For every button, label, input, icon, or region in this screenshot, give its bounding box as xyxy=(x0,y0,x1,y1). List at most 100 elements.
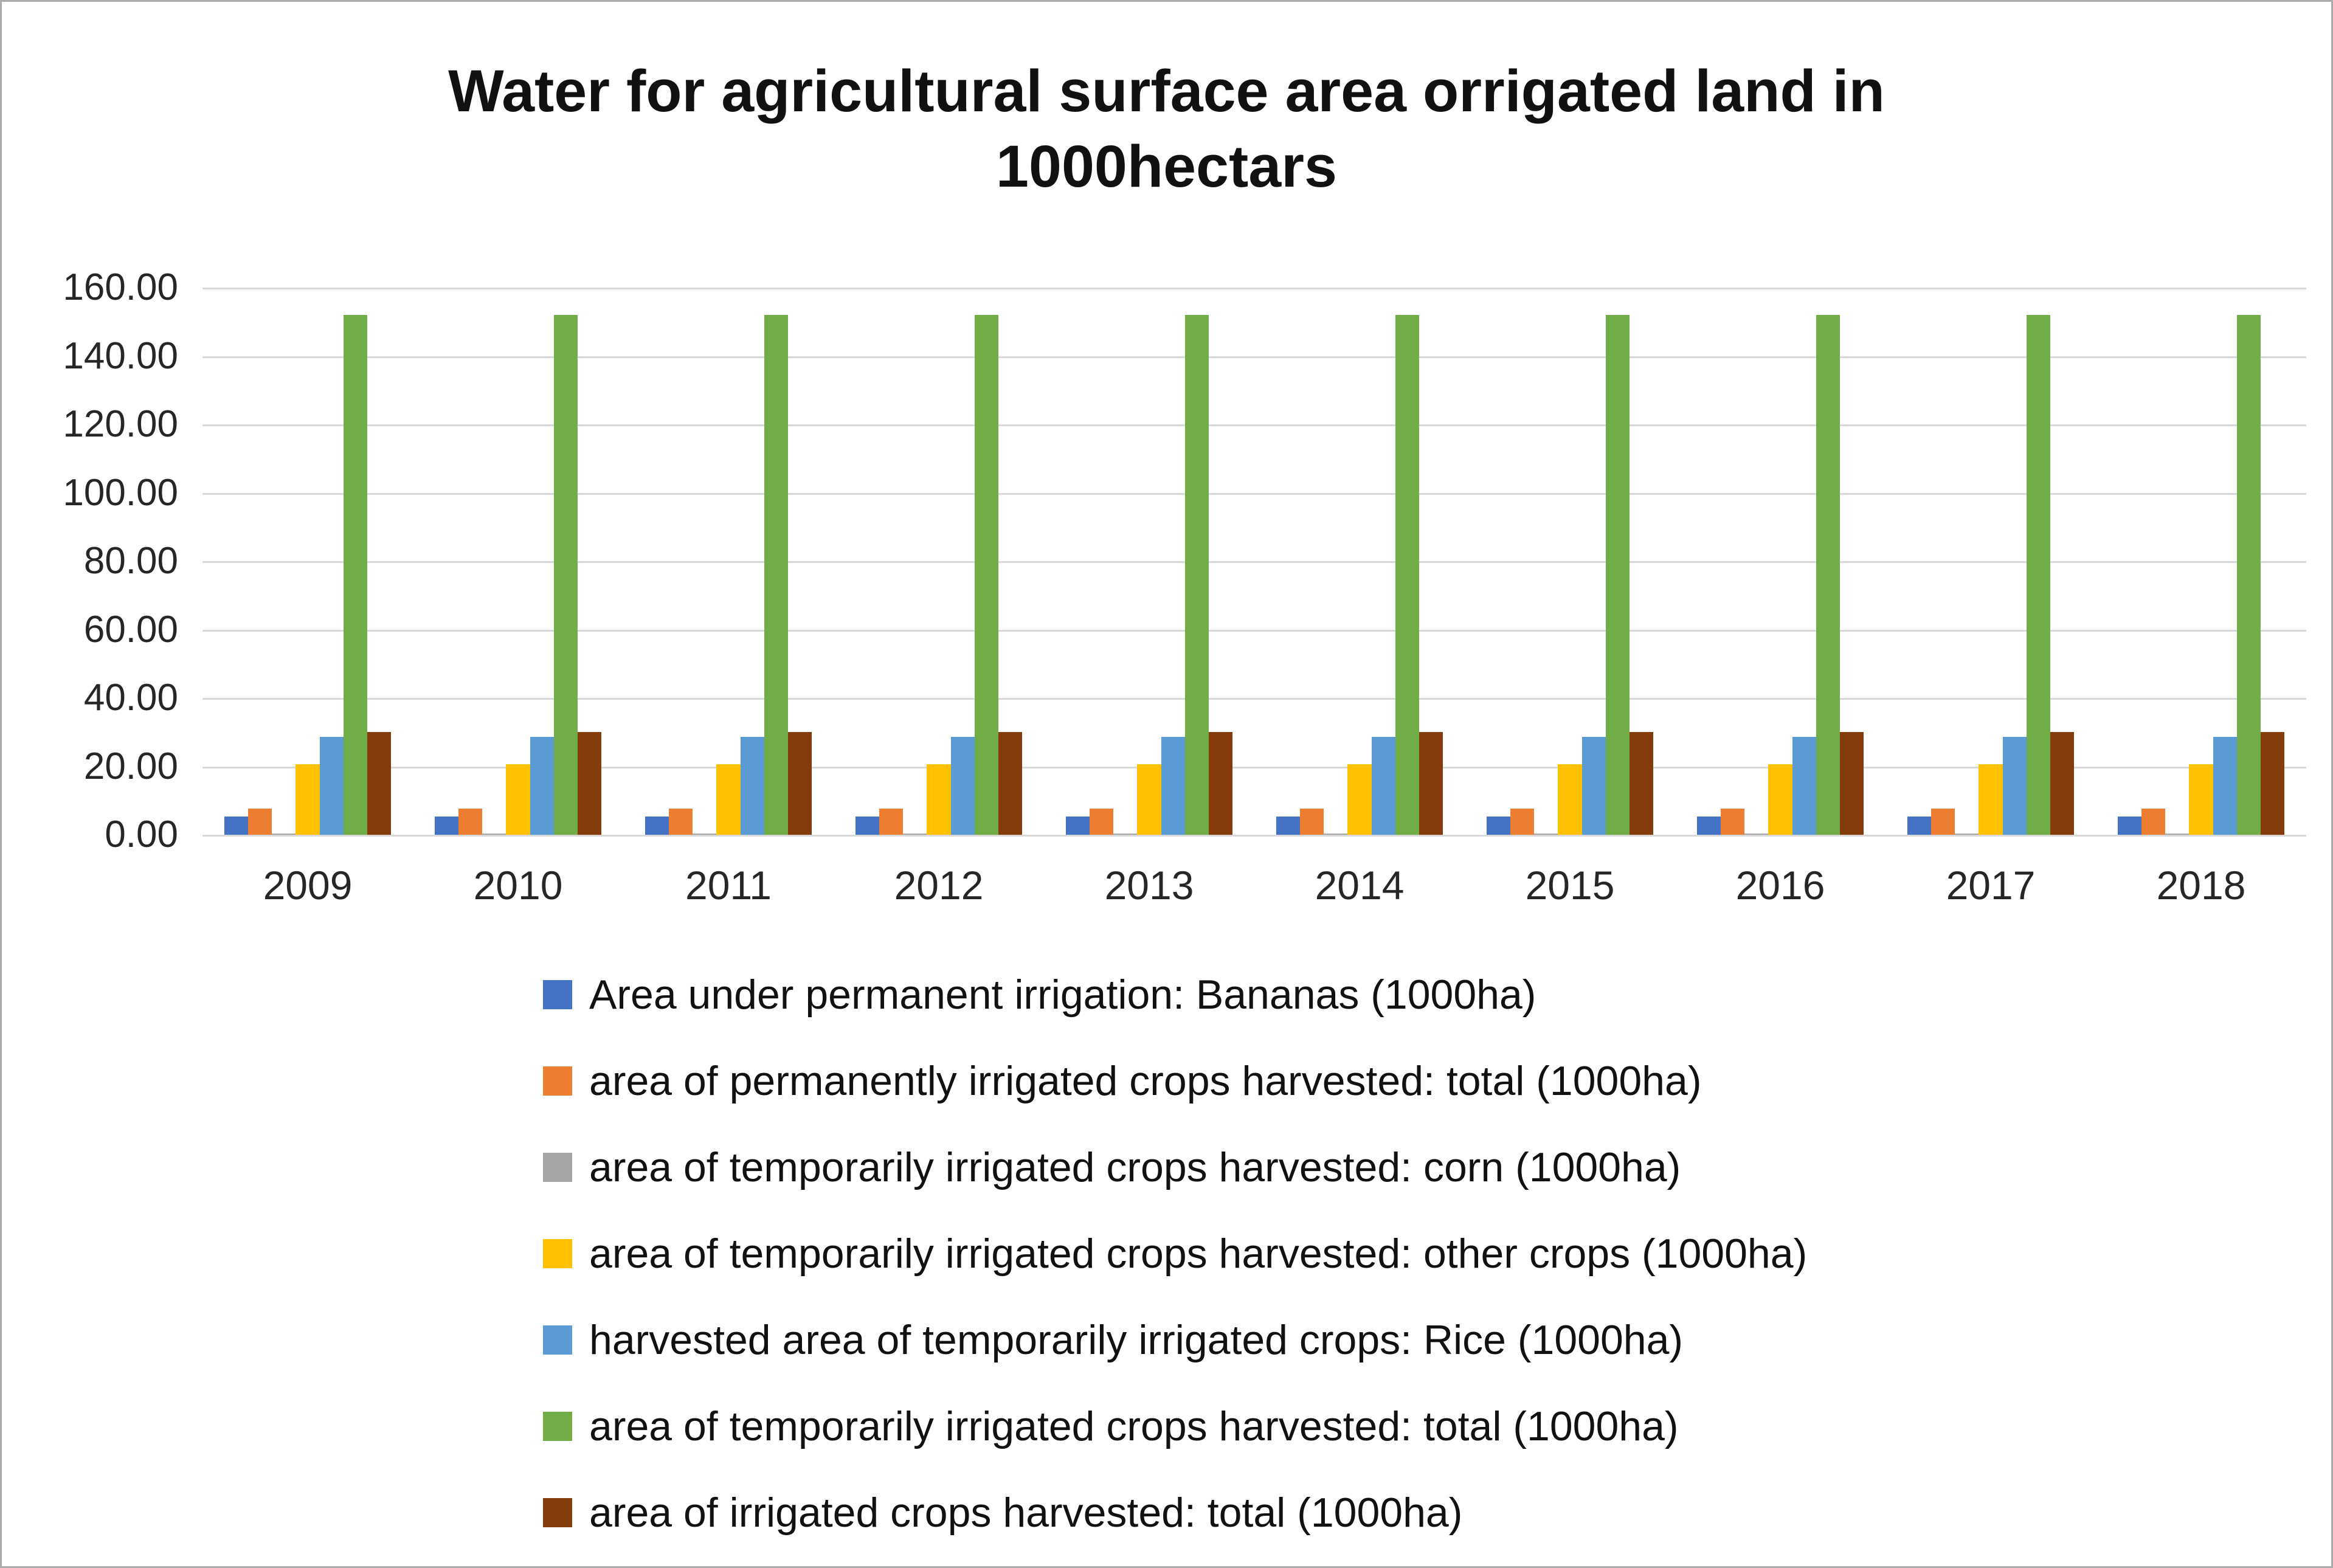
bar xyxy=(1744,833,1769,835)
bar xyxy=(1371,737,1395,835)
bar xyxy=(1395,315,1419,835)
y-tick-label: 0.00 xyxy=(105,813,178,855)
bar xyxy=(1581,737,1606,835)
bar xyxy=(1090,809,1114,835)
bar xyxy=(2050,732,2074,835)
bar-group-2018 xyxy=(2096,288,2306,835)
bar xyxy=(1955,833,1979,835)
x-axis-labels: 2009 2010 2011 2012 2013 2014 2015 2016 2017 2018 xyxy=(202,862,2306,908)
y-tick-label: 40.00 xyxy=(83,677,178,719)
y-tick-label: 20.00 xyxy=(83,745,178,787)
y-tick-label: 100.00 xyxy=(63,471,178,514)
chart-title-text: Water for agricultural surface area orri… xyxy=(448,58,1885,200)
gridline xyxy=(202,835,2306,837)
bar xyxy=(998,732,1022,835)
legend-item: harvested area of temporarily irrigated … xyxy=(543,1317,1807,1363)
x-tick-label: 2018 xyxy=(2156,863,2246,908)
bar-group-2012 xyxy=(834,288,1044,835)
bar xyxy=(2165,833,2190,835)
bar xyxy=(1300,809,1324,835)
bar xyxy=(1629,732,1653,835)
bar xyxy=(950,737,975,835)
y-tick-label: 160.00 xyxy=(63,266,178,308)
bar xyxy=(1534,833,1558,835)
bar xyxy=(577,732,601,835)
y-tick-label: 80.00 xyxy=(83,540,178,582)
bar xyxy=(2141,809,2166,835)
x-tick-label: 2016 xyxy=(1735,863,1825,908)
gridline xyxy=(202,698,2306,700)
bar xyxy=(1697,816,1721,835)
legend-swatch xyxy=(543,1325,572,1355)
chart-title: Water for agricultural surface area orri… xyxy=(2,54,2331,204)
bar xyxy=(1721,809,1745,835)
legend-label: area of temporarily irrigated crops harv… xyxy=(589,1144,1681,1190)
bars xyxy=(202,288,2306,835)
bar xyxy=(1816,315,1840,835)
bar xyxy=(343,315,367,835)
bar xyxy=(2236,315,2261,835)
legend-item: area of irrigated crops harvested: total… xyxy=(543,1490,1807,1536)
bar xyxy=(506,764,530,835)
gridline xyxy=(202,492,2306,495)
legend-item: Area under permanent irrigation: Bananas… xyxy=(543,972,1807,1018)
x-tick-label: 2013 xyxy=(1104,863,1194,908)
x-tick-label: 2015 xyxy=(1525,863,1615,908)
bar xyxy=(1931,809,1955,835)
gridline xyxy=(202,766,2306,768)
bar xyxy=(1487,816,1511,835)
legend-item: area of permanently irrigated crops harv… xyxy=(543,1058,1807,1104)
bar xyxy=(1605,315,1630,835)
bar-group-2013 xyxy=(1044,288,1254,835)
bar xyxy=(1184,315,1209,835)
bar xyxy=(764,315,788,835)
bar xyxy=(787,732,812,835)
legend-label: Area under permanent irrigation: Bananas… xyxy=(589,972,1536,1018)
bar xyxy=(2260,732,2284,835)
bar xyxy=(1161,737,1185,835)
bar xyxy=(1324,833,1348,835)
bar xyxy=(553,315,578,835)
bar xyxy=(367,732,391,835)
y-tick-label: 60.00 xyxy=(83,608,178,651)
bar xyxy=(2118,816,2142,835)
bar-group-2015 xyxy=(1465,288,1675,835)
bar xyxy=(458,809,483,835)
bar xyxy=(669,809,693,835)
bar xyxy=(1558,764,1582,835)
legend-swatch xyxy=(543,1153,572,1182)
gridline xyxy=(202,424,2306,426)
x-tick-label: 2014 xyxy=(1315,863,1405,908)
legend-swatch xyxy=(543,1498,572,1527)
bar xyxy=(974,315,998,835)
bar xyxy=(1510,809,1535,835)
bar xyxy=(2213,737,2237,835)
bar xyxy=(1907,816,1932,835)
bar xyxy=(879,809,904,835)
bar-group-2009 xyxy=(202,288,413,835)
legend-label: area of permanently irrigated crops harv… xyxy=(589,1058,1702,1104)
legend-label: harvested area of temporarily irrigated … xyxy=(589,1317,1684,1363)
bar xyxy=(855,816,880,835)
bar xyxy=(224,816,249,835)
legend-label: area of temporarily irrigated crops harv… xyxy=(589,1403,1679,1449)
y-tick-label: 140.00 xyxy=(63,334,178,377)
legend-swatch xyxy=(543,1066,572,1096)
bar xyxy=(530,737,554,835)
bar xyxy=(2026,315,2050,835)
bar-group-2010 xyxy=(413,288,623,835)
gridline xyxy=(202,561,2306,563)
bar xyxy=(2189,764,2213,835)
legend-swatch xyxy=(543,1239,572,1268)
legend-swatch xyxy=(543,980,572,1009)
gridline xyxy=(202,288,2306,289)
gridline xyxy=(202,356,2306,358)
bar xyxy=(693,833,717,835)
legend-label: area of irrigated crops harvested: total… xyxy=(589,1490,1463,1536)
legend-item: area of temporarily irrigated crops harv… xyxy=(543,1403,1807,1449)
bar xyxy=(1137,764,1161,835)
bar xyxy=(482,833,506,835)
legend-item: area of temporarily irrigated crops harv… xyxy=(543,1144,1807,1190)
legend: Area under permanent irrigation: Bananas… xyxy=(543,972,1807,1566)
